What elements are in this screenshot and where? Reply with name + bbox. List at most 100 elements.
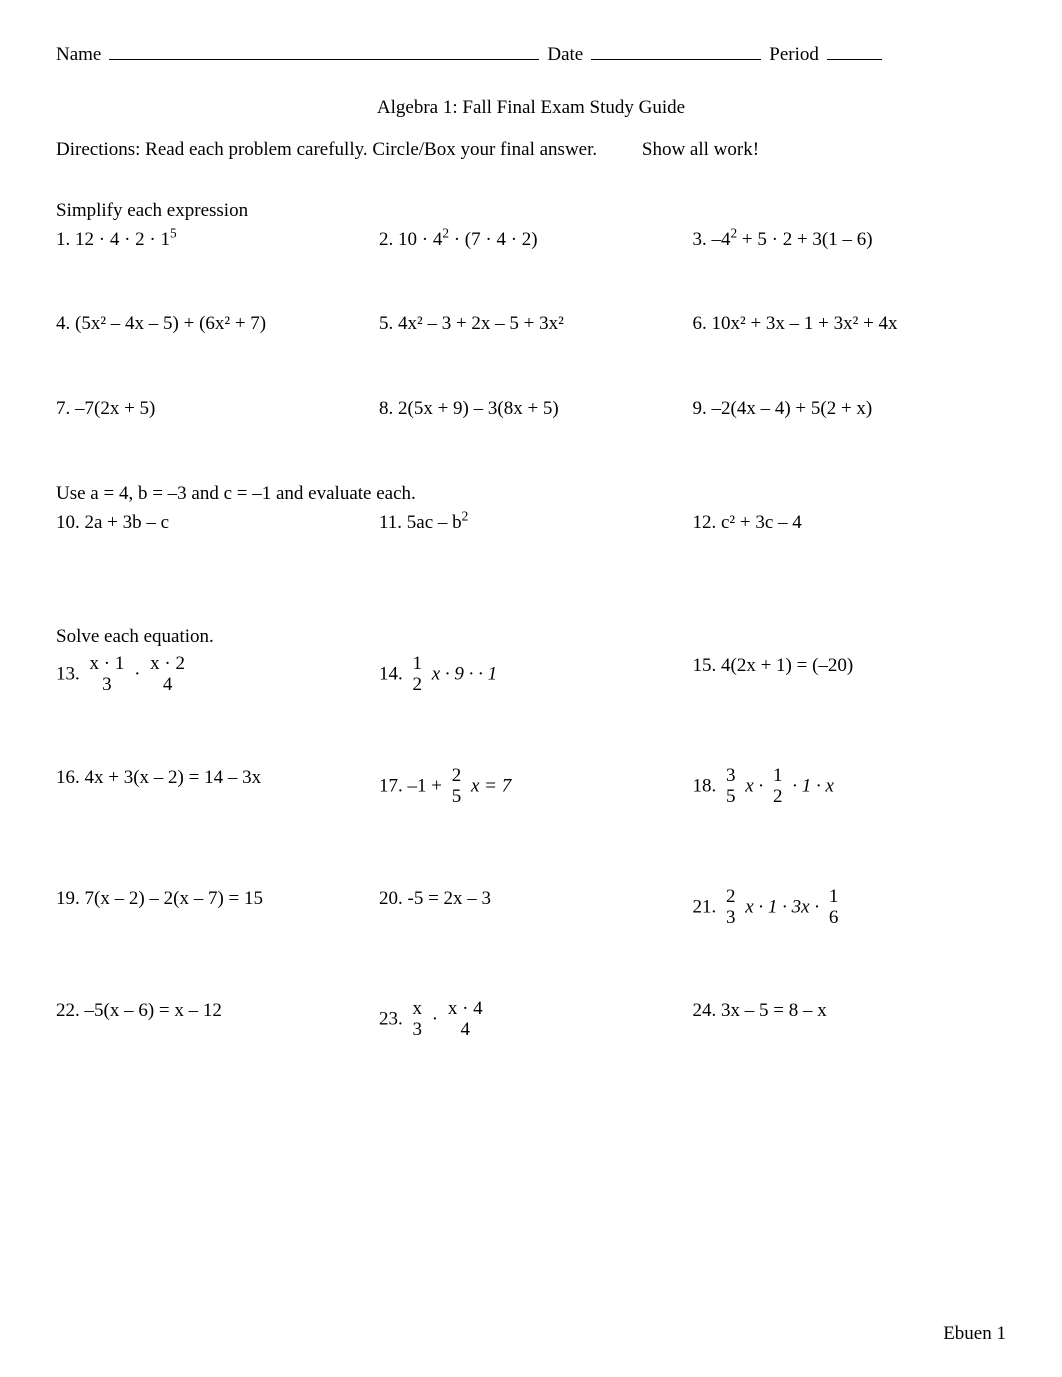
problem-number: 15. bbox=[693, 655, 717, 676]
problem-number: 3. bbox=[693, 229, 707, 250]
directions-show: Show all work! bbox=[642, 138, 759, 163]
directions: Directions: Read each problem carefully.… bbox=[56, 138, 1006, 163]
problem-number: 23. bbox=[379, 1008, 403, 1029]
problem-expression: (5x² – 4x – 5) + (6x² + 7) bbox=[75, 313, 266, 334]
problem-expression: c² + 3c – 4 bbox=[721, 512, 802, 533]
problem-4: 4. (5x² – 4x – 5) + (6x² + 7) bbox=[56, 312, 379, 337]
problem-number: 20. bbox=[379, 888, 403, 909]
problem-number: 18. bbox=[693, 775, 717, 796]
problem-number: 16. bbox=[56, 767, 80, 788]
problem-17: 17. –1 + 25 x = 7 bbox=[379, 766, 693, 808]
row-4-6: 4. (5x² – 4x – 5) + (6x² + 7) 5. 4x² – 3… bbox=[56, 312, 1006, 337]
period-blank[interactable] bbox=[827, 40, 882, 60]
section-use-heading: Use a = 4, b = –3 and c = –1 and evaluat… bbox=[56, 482, 1006, 507]
problem-number: 19. bbox=[56, 888, 80, 909]
problem-3: 3. –42 + 5 · 2 + 3(1 – 6) bbox=[693, 228, 1007, 253]
problem-15: 15. 4(2x + 1) = (–20) bbox=[693, 654, 1007, 679]
problem-6: 6. 10x² + 3x – 1 + 3x² + 4x bbox=[693, 312, 1007, 337]
problem-2: 2. 10 · 42 · (7 · 4 · 2) bbox=[379, 228, 693, 253]
date-label: Date bbox=[547, 43, 583, 68]
problem-expression: 10 · 42 · (7 · 4 · 2) bbox=[398, 229, 538, 250]
problem-expression: x = 7 bbox=[471, 775, 511, 796]
problem-number: 21. bbox=[693, 897, 717, 918]
section-solve-heading: Solve each equation. bbox=[56, 625, 1006, 650]
problem-12: 12. c² + 3c – 4 bbox=[693, 511, 1007, 536]
fraction: x3 bbox=[410, 999, 426, 1041]
row-1-3: 1. 12 · 4 · 2 · 15 2. 10 · 42 · (7 · 4 ·… bbox=[56, 228, 1006, 253]
row-19-21: 19. 7(x – 2) – 2(x – 7) = 15 20. -5 = 2x… bbox=[56, 887, 1006, 929]
problem-number: 17. bbox=[379, 775, 403, 796]
problem-23: 23. x3 · x · 44 bbox=[379, 999, 693, 1041]
problem-expression: x · 9 · · 1 bbox=[432, 663, 497, 684]
problem-24: 24. 3x – 5 = 8 – x bbox=[693, 999, 1007, 1024]
row-7-9: 7. –7(2x + 5) 8. 2(5x + 9) – 3(8x + 5) 9… bbox=[56, 397, 1006, 422]
problem-number: 4. bbox=[56, 313, 70, 334]
problem-9: 9. –2(4x – 4) + 5(2 + x) bbox=[693, 397, 1007, 422]
problem-21: 21. 23 x · 1 · 3x · 16 bbox=[693, 887, 1007, 929]
problem-number: 12. bbox=[693, 512, 717, 533]
problem-expression: –42 + 5 · 2 + 3(1 – 6) bbox=[712, 229, 873, 250]
problem-expression: 12 · 4 · 2 · 15 bbox=[75, 229, 177, 250]
problem-number: 9. bbox=[693, 398, 707, 419]
row-16-18: 16. 4x + 3(x – 2) = 14 – 3x 17. –1 + 25 … bbox=[56, 766, 1006, 808]
problem-expression: 4x² – 3 + 2x – 5 + 3x² bbox=[398, 313, 564, 334]
problem-11: 11. 5ac – b2 bbox=[379, 511, 693, 536]
problem-expression: 2a + 3b – c bbox=[85, 512, 170, 533]
page-title: Algebra 1: Fall Final Exam Study Guide bbox=[56, 96, 1006, 121]
problem-18: 18. 35 x · 12 · 1 · x bbox=[693, 766, 1007, 808]
fraction: x · 13 bbox=[87, 654, 128, 696]
problem-number: 5. bbox=[379, 313, 393, 334]
problem-expression: · 1 · x bbox=[792, 775, 834, 796]
problem-expression: x · bbox=[745, 775, 768, 796]
date-blank[interactable] bbox=[591, 40, 761, 60]
problem-20: 20. -5 = 2x – 3 bbox=[379, 887, 693, 912]
problem-expression: 4(2x + 1) = (–20) bbox=[721, 655, 853, 676]
name-label: Name bbox=[56, 43, 101, 68]
problem-expression: –7(2x + 5) bbox=[75, 398, 155, 419]
problem-1: 1. 12 · 4 · 2 · 15 bbox=[56, 228, 379, 253]
problem-expression: –1 + bbox=[408, 775, 447, 796]
page-footer: Ebuen 1 bbox=[943, 1322, 1006, 1347]
problem-13: 13. x · 13 · x · 24 bbox=[56, 654, 379, 696]
problem-expression: 7(x – 2) – 2(x – 7) = 15 bbox=[85, 888, 264, 909]
fraction: x · 24 bbox=[147, 654, 188, 696]
problem-expression: 5ac – b2 bbox=[407, 512, 469, 533]
problem-19: 19. 7(x – 2) – 2(x – 7) = 15 bbox=[56, 887, 379, 912]
row-22-24: 22. –5(x – 6) = x – 12 23. x3 · x · 44 2… bbox=[56, 999, 1006, 1041]
fraction: x · 44 bbox=[445, 999, 486, 1041]
fraction: 12 bbox=[770, 766, 786, 808]
fraction: 23 bbox=[723, 887, 739, 929]
problem-expression: 2(5x + 9) – 3(8x + 5) bbox=[398, 398, 559, 419]
problem-number: 10. bbox=[56, 512, 80, 533]
problem-expression: 4x + 3(x – 2) = 14 – 3x bbox=[85, 767, 262, 788]
name-blank[interactable] bbox=[109, 40, 539, 60]
problem-number: 11. bbox=[379, 512, 402, 533]
problem-16: 16. 4x + 3(x – 2) = 14 – 3x bbox=[56, 766, 379, 791]
problem-number: 8. bbox=[379, 398, 393, 419]
worksheet-page: Name Date Period Algebra 1: Fall Final E… bbox=[0, 0, 1062, 1377]
fraction: 35 bbox=[723, 766, 739, 808]
problem-expression: x · 1 · 3x · bbox=[745, 897, 824, 918]
problem-number: 1. bbox=[56, 229, 70, 250]
problem-5: 5. 4x² – 3 + 2x – 5 + 3x² bbox=[379, 312, 693, 337]
directions-text: Directions: Read each problem carefully.… bbox=[56, 139, 597, 160]
header-row: Name Date Period bbox=[56, 40, 1006, 68]
problem-expression: –2(4x – 4) + 5(2 + x) bbox=[712, 398, 873, 419]
row-10-12: 10. 2a + 3b – c 11. 5ac – b2 12. c² + 3c… bbox=[56, 511, 1006, 536]
problem-number: 7. bbox=[56, 398, 70, 419]
problem-14: 14. 12 x · 9 · · 1 bbox=[379, 654, 693, 696]
problem-7: 7. –7(2x + 5) bbox=[56, 397, 379, 422]
problem-number: 22. bbox=[56, 1000, 80, 1021]
fraction: 12 bbox=[410, 654, 426, 696]
row-13-15: 13. x · 13 · x · 24 14. 12 x · 9 · · 1 1… bbox=[56, 654, 1006, 696]
fraction: 25 bbox=[449, 766, 465, 808]
period-label: Period bbox=[769, 43, 819, 68]
problem-number: 6. bbox=[693, 313, 707, 334]
problem-expression: 3x – 5 = 8 – x bbox=[721, 1000, 827, 1021]
fraction: 16 bbox=[826, 887, 842, 929]
problem-number: 14. bbox=[379, 663, 403, 684]
problem-number: 2. bbox=[379, 229, 393, 250]
operator: · bbox=[432, 1008, 443, 1029]
section-simplify-heading: Simplify each expression bbox=[56, 199, 1006, 224]
problem-number: 13. bbox=[56, 663, 80, 684]
